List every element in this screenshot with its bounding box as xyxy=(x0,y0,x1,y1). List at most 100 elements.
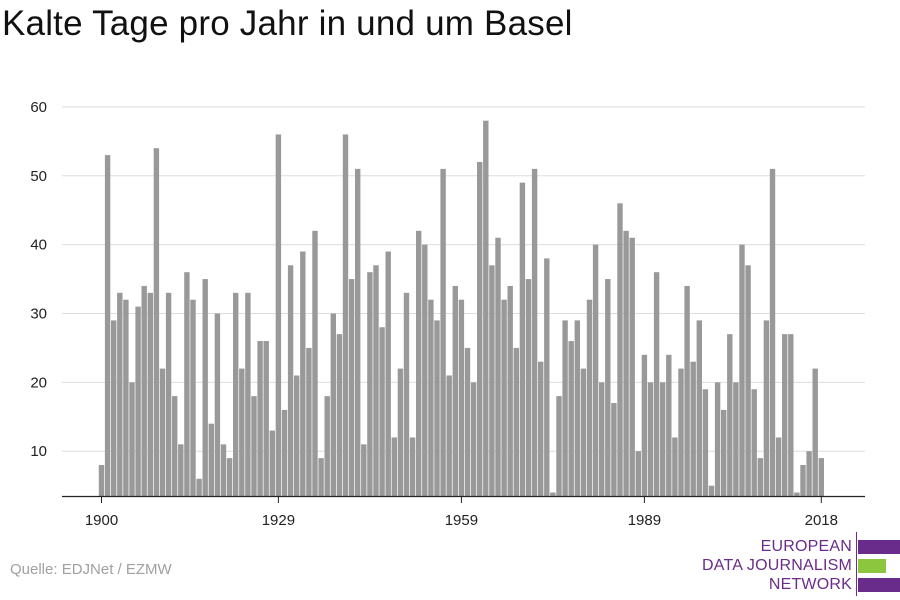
bar-1958 xyxy=(452,285,458,496)
y-tick-labels: 10 20 30 40 50 60 xyxy=(30,99,47,460)
bar-1999 xyxy=(702,389,709,496)
bar-1964 xyxy=(489,265,495,496)
bar-1912 xyxy=(172,396,178,496)
bar-1918 xyxy=(208,423,214,496)
logo-swatch-bottom xyxy=(858,578,900,592)
bar-1910 xyxy=(159,368,166,496)
bar-1933 xyxy=(300,251,306,496)
bar-1996 xyxy=(684,285,690,496)
bar-1942 xyxy=(355,168,361,496)
bars xyxy=(98,120,824,497)
bar-1983 xyxy=(605,279,611,496)
bar-2001 xyxy=(714,382,721,496)
logo-divider xyxy=(856,532,857,596)
bar-1995 xyxy=(678,368,684,496)
bar-1930 xyxy=(281,409,288,496)
bar-1991 xyxy=(653,272,660,496)
bar-1962 xyxy=(477,161,483,496)
bar-1979 xyxy=(580,368,587,496)
bar-1940 xyxy=(342,134,349,496)
bar-1961 xyxy=(470,382,477,496)
bar-1915 xyxy=(190,299,196,496)
bar-1972 xyxy=(538,361,544,496)
logo-swatch-top xyxy=(858,540,900,554)
bar-2003 xyxy=(727,334,733,496)
x-tick-label: 1959 xyxy=(445,512,478,529)
bar-1929 xyxy=(275,134,282,496)
bar-1937 xyxy=(324,396,330,496)
bar-1954 xyxy=(428,299,434,496)
bar-2017 xyxy=(812,368,818,496)
bar-1952 xyxy=(416,230,422,496)
logo-line-2: DATA JOURNALISM xyxy=(702,557,852,574)
bar-1947 xyxy=(385,251,391,496)
bar-1967 xyxy=(507,285,513,496)
bar-2016 xyxy=(806,451,812,496)
chart-title: Kalte Tage pro Jahr in und um Basel xyxy=(2,4,573,43)
bar-1997 xyxy=(690,361,696,496)
bar-2010 xyxy=(769,168,776,496)
bar-1968 xyxy=(513,347,519,496)
y-tick-label: 50 xyxy=(30,168,47,185)
bar-1900 xyxy=(98,465,105,496)
bar-1945 xyxy=(373,265,379,496)
bar-1973 xyxy=(544,258,550,496)
bar-1960 xyxy=(464,347,471,496)
source-note: Quelle: EDJNet / EZMW xyxy=(10,561,172,578)
bar-1971 xyxy=(531,168,538,496)
bar-1998 xyxy=(696,320,702,496)
edjnet-logo: EUROPEAN DATA JOURNALISM NETWORK xyxy=(690,532,900,596)
bar-1905 xyxy=(129,382,135,496)
bar-1980 xyxy=(586,299,593,496)
bar-1934 xyxy=(306,347,312,496)
bar-2000 xyxy=(708,485,715,496)
y-tick-label: 20 xyxy=(30,374,47,391)
bar-2007 xyxy=(751,389,757,496)
bar-1989 xyxy=(641,354,648,496)
bar-1916 xyxy=(196,478,202,496)
bar-1990 xyxy=(647,382,654,496)
bar-2008 xyxy=(757,458,763,496)
bar-1922 xyxy=(233,292,239,496)
logo-swatch-middle xyxy=(858,559,886,573)
bar-1974 xyxy=(550,492,556,496)
bar-1909 xyxy=(153,148,160,497)
bar-1970 xyxy=(525,279,532,496)
bar-1948 xyxy=(391,437,397,496)
bar-1908 xyxy=(147,292,153,496)
bar-1966 xyxy=(501,299,507,496)
logo-line-1: EUROPEAN xyxy=(760,538,852,555)
bar-1923 xyxy=(239,368,245,496)
bar-2014 xyxy=(794,492,800,496)
bar-1987 xyxy=(629,237,635,496)
y-tick-label: 60 xyxy=(30,99,47,116)
bar-1941 xyxy=(348,279,355,496)
bar-1939 xyxy=(336,334,343,496)
bar-1957 xyxy=(446,375,452,496)
bar-2002 xyxy=(721,409,727,496)
bar-1994 xyxy=(672,437,678,496)
bar-1959 xyxy=(458,299,465,496)
bar-1992 xyxy=(660,382,666,496)
bar-2005 xyxy=(739,244,745,496)
x-tick-labels: 1900 1929 1959 1989 2018 xyxy=(85,512,838,529)
bar-1902 xyxy=(111,320,117,496)
bar-1956 xyxy=(440,168,446,496)
bar-1981 xyxy=(592,244,599,496)
bar-1965 xyxy=(495,237,501,496)
bar-1907 xyxy=(141,285,147,496)
bar-1949 xyxy=(397,368,404,496)
bar-1901 xyxy=(104,155,111,497)
x-tick-label: 1900 xyxy=(85,512,118,529)
bar-1986 xyxy=(623,230,629,496)
bar-1931 xyxy=(287,265,294,496)
bar-1977 xyxy=(568,341,574,496)
bar-1984 xyxy=(611,403,617,496)
bar-1993 xyxy=(666,354,672,496)
bar-1946 xyxy=(379,327,385,496)
bar-1969 xyxy=(519,182,526,496)
y-tick-label: 30 xyxy=(30,305,47,322)
bar-1924 xyxy=(245,292,251,496)
bar-1976 xyxy=(562,320,568,496)
